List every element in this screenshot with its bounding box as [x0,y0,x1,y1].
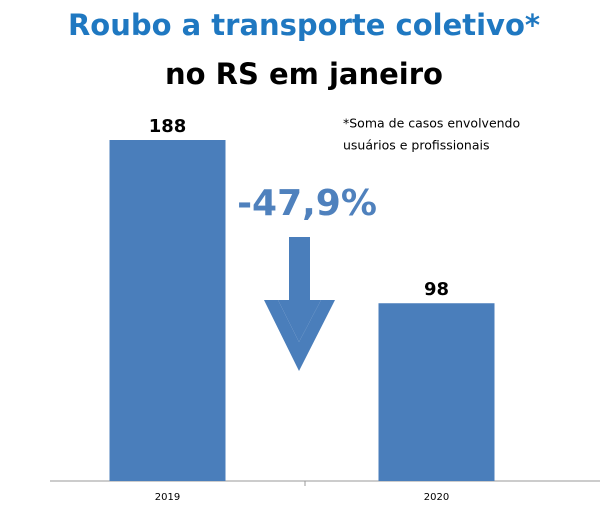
footnote: usuários e profissionais [343,138,489,153]
x-tick-label: 2019 [155,492,180,503]
bar [109,140,226,481]
value-label: 188 [149,116,187,137]
change-annotation: -47,9% [237,183,377,224]
value-label: 98 [424,279,449,300]
chart-subtitle: no RS em janeiro [165,57,443,91]
bar [378,303,495,481]
arrow-head [264,300,335,371]
chart-title: Roubo a transporte coletivo* [68,8,540,42]
arrow-shaft [289,237,310,317]
down-arrow [264,237,335,371]
footnote: *Soma de casos envolvendo [343,116,520,131]
x-tick-label: 2020 [424,492,449,503]
arrow-fill [278,300,321,342]
